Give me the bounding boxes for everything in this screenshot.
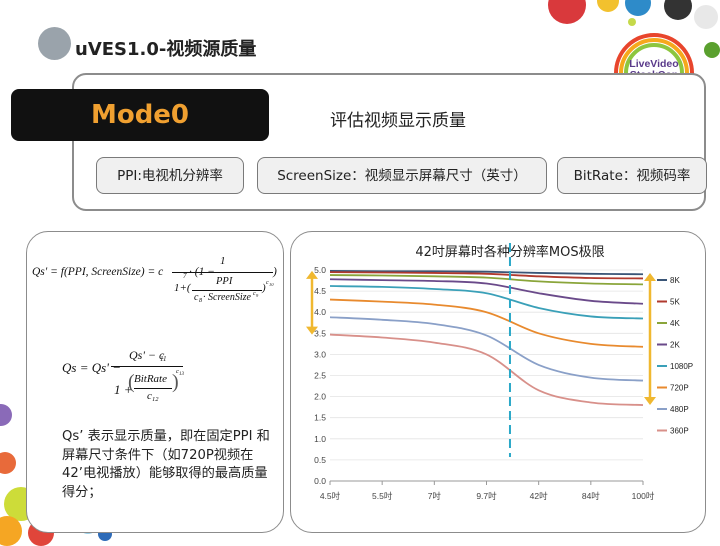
formula1-num: 1 — [220, 255, 226, 267]
legend-label: 360P — [670, 427, 689, 436]
right-range-arrow — [644, 272, 656, 406]
left-range-arrow-head-bottom — [306, 326, 318, 335]
formula-panel — [26, 231, 284, 533]
formula1-inner-den-c: c — [194, 292, 199, 303]
right-range-arrow-head-bottom — [644, 397, 656, 406]
series-line-360P — [329, 333, 644, 406]
formula2-frac-den: c — [147, 390, 152, 402]
series-line-480P — [329, 316, 644, 382]
deco-circle — [597, 0, 619, 12]
y-tick-label: 3.0 — [314, 349, 326, 359]
formula1-close: ) — [273, 266, 277, 278]
deco-circle — [694, 5, 718, 29]
mode-description: 评估视频显示质量 — [330, 111, 466, 131]
formula2-sup-sub: 13 — [179, 372, 184, 377]
deco-circle — [0, 452, 16, 474]
y-tick-label: 5.0 — [314, 265, 326, 275]
qs-prime-description: Qs’ 表示显示质量，即在固定PPI 和屏幕尺寸条件下（如720P视频在42’电… — [62, 429, 270, 500]
x-tick-label: 42吋 — [530, 491, 548, 501]
x-tick-label: 7吋 — [428, 491, 442, 501]
formula1-inner-bar — [192, 290, 262, 291]
deco-circle — [704, 42, 720, 58]
y-tick-label: 1.0 — [314, 434, 326, 444]
series-line-720P — [329, 298, 644, 348]
y-tick-label: 4.0 — [314, 307, 326, 317]
svg-text:LiveVideo: LiveVideo — [629, 58, 678, 70]
formula1-lhs: Qs' = f(PPI, ScreenSize) = c — [32, 266, 164, 278]
tag-bitrate: BitRate：视频码率 — [557, 157, 707, 194]
formula1-lhs-sub: 7 — [183, 272, 187, 280]
formula2-sup: c — [176, 368, 179, 375]
formula1-inner-den-sub: 8 — [199, 298, 202, 304]
y-tick-label: 4.5 — [314, 286, 326, 296]
formula1-fraction-bar — [172, 272, 273, 273]
tag-ppi: PPI:电视机分辨率 — [96, 157, 244, 194]
deco-circle — [38, 27, 71, 60]
deco-circle — [625, 0, 651, 16]
legend-label: 4K — [670, 319, 680, 328]
legend-label: 2K — [670, 341, 680, 350]
x-tick-label: 84吋 — [582, 491, 600, 501]
formula1-outer-sup-sub: 10 — [269, 282, 274, 287]
x-tick-label: 4.5吋 — [320, 491, 341, 501]
formula2-num-sub: 11 — [160, 355, 167, 363]
formula1-close-inner: ) — [262, 282, 266, 294]
y-tick-label: 1.5 — [314, 413, 326, 423]
formula2-lhs: Qs = Qs' − — [62, 360, 121, 375]
tag-screensize: ScreenSize：视频显示屏幕尺寸（英寸） — [257, 157, 547, 194]
formula2-inner-bar — [134, 388, 172, 389]
chart-panel — [290, 231, 706, 533]
legend-label: 1080P — [670, 362, 693, 371]
deco-circle — [628, 18, 636, 26]
formula1-inner-den-rest: · ScreenSize — [203, 292, 251, 303]
series-line-8K — [329, 269, 644, 276]
mode-label: Mode0 — [90, 100, 190, 130]
legend-label: 480P — [670, 405, 689, 414]
y-tick-label: 2.0 — [314, 392, 326, 402]
formula2-num: Qs' − c — [129, 348, 165, 362]
series-line-5K — [329, 271, 644, 280]
left-range-arrow — [306, 270, 318, 335]
formula2-paren-right: ) — [172, 371, 179, 393]
formula2-frac-num: BitRate — [134, 373, 167, 385]
slide-title: uVES1.0-视频源质量 — [75, 39, 257, 60]
deco-circle — [0, 404, 12, 426]
series-line-1080P — [329, 285, 644, 320]
series-line-4K — [329, 274, 644, 286]
mode-badge — [11, 89, 269, 141]
deco-circle — [0, 516, 22, 546]
deco-circle — [664, 0, 692, 20]
y-tick-label: 0.0 — [314, 476, 326, 486]
right-range-arrow-head-top — [644, 272, 656, 281]
x-tick-label: 9.7吋 — [476, 491, 497, 501]
formula1-one-plus: 1+( — [174, 282, 191, 294]
y-tick-label: 0.5 — [314, 455, 326, 465]
y-tick-label: 3.5 — [314, 328, 326, 338]
formula1-outer-sup: c — [266, 280, 269, 286]
series-line-2K — [329, 278, 644, 305]
x-tick-label: 5.5吋 — [372, 491, 393, 501]
legend-label: 720P — [670, 384, 689, 393]
formula1-inner-den-sup-sub: 9 — [256, 293, 259, 298]
formula2-fraction-bar — [111, 366, 183, 367]
formula1-inner-num: PPI — [216, 276, 233, 287]
formula2-den-one: 1 + — [114, 382, 133, 397]
formula1-inner-den-sup: c — [253, 291, 256, 297]
y-tick-label: 2.5 — [314, 371, 326, 381]
formula2-frac-den-sub: 12 — [152, 396, 159, 403]
legend-label: 8K — [670, 276, 680, 285]
formula2-paren-left: ( — [128, 371, 135, 393]
left-range-arrow-head-top — [306, 270, 318, 279]
x-tick-label: 100吋 — [632, 491, 655, 501]
legend-label: 5K — [670, 298, 680, 307]
